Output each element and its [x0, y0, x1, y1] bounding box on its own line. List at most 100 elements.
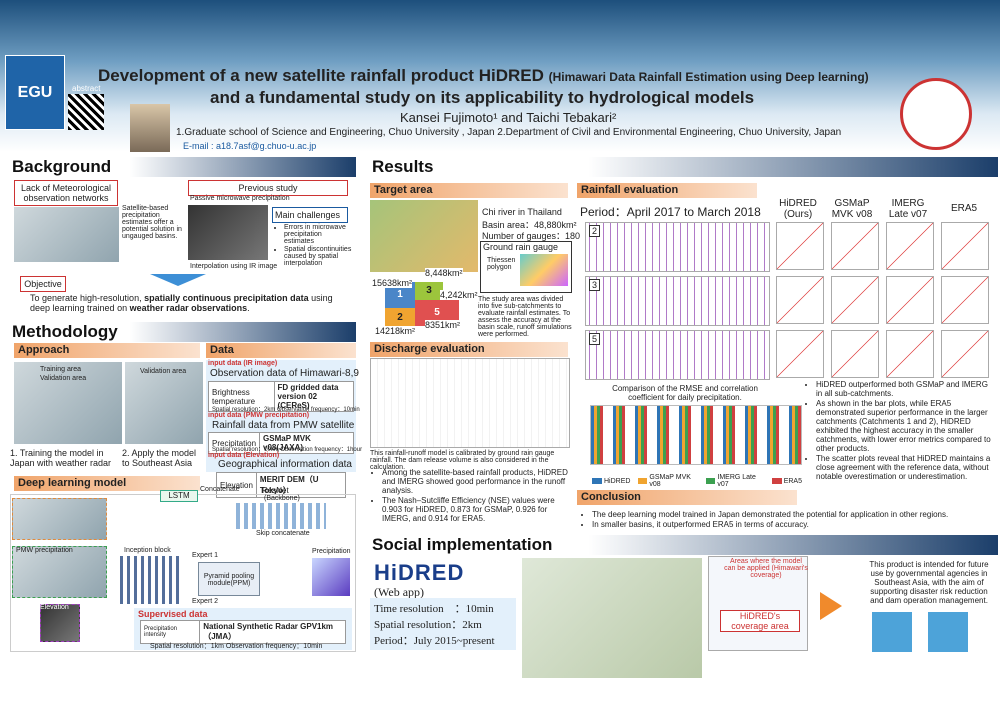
cell: Elevation [216, 472, 257, 498]
thiessen-label: Thiessen polygon [487, 257, 516, 271]
qr-code [68, 94, 104, 130]
target-text: The study area was divided into five sub… [478, 296, 572, 338]
lstm-box: LSTM [160, 490, 198, 502]
cell: GSMaP MVK v08(JAXA) [259, 432, 354, 454]
bullet: Among the satellite-based rainfall produ… [382, 468, 570, 495]
supervised-table: Precipitation intensity National Syntheti… [139, 620, 346, 644]
affiliations: 1.Graduate school of Science and Enginee… [176, 127, 842, 138]
bullet: The Nash–Sutcliffe Efficiency (NSE) valu… [382, 496, 570, 523]
area-label: 8351km² [425, 320, 461, 330]
legend-swatch [706, 478, 716, 484]
pmw-input [12, 546, 107, 598]
bullet: As shown in the bar plots, while ERA5 de… [816, 399, 994, 453]
ir-table: Brightness temperature FD gridded data ve… [208, 381, 355, 412]
section-heading: Background [8, 157, 356, 177]
ir-title: Observation data of Himawari-8,9 [210, 368, 359, 379]
webapp-screenshot [522, 558, 702, 678]
section-heading: Social implementation [368, 535, 998, 555]
scatter-plot [941, 330, 989, 378]
scatter-plot [941, 276, 989, 324]
ir-input [12, 498, 107, 540]
ir-label: input data (IR image) [208, 360, 278, 367]
section-heading: Results [368, 157, 998, 177]
arrow [820, 592, 842, 620]
title-line2: and a fundamental study on its applicabi… [210, 88, 755, 107]
scatter-plot [831, 276, 879, 324]
skip-label: Skip concatenate [256, 530, 310, 537]
sea-map [125, 362, 203, 444]
inception-label: Inception block [124, 547, 171, 554]
basin-map [370, 200, 478, 272]
previous-box: Previous study [188, 180, 348, 196]
spec: Period：July 2015~present [374, 635, 495, 647]
panel-number: 3 [589, 279, 601, 291]
scatter-plot [831, 330, 879, 378]
step: 2. Apply the model to Southeast Asia [122, 448, 197, 468]
ppm-box: Pyramid pooling module(PPM) [198, 562, 260, 596]
cell: National Synthetic Radar GPV1km（JMA） [199, 620, 346, 644]
elev-label: Elevation [40, 604, 69, 611]
hydrograph [370, 358, 570, 448]
time-series: 3 [585, 276, 770, 326]
river: Chi river in Thailand [482, 207, 562, 217]
cell: Brightness temperature [208, 381, 275, 412]
area-label: 14218km² [375, 326, 416, 336]
supervised-title: Supervised data [138, 609, 208, 619]
inception-blocks [120, 556, 180, 604]
discharge-caption: This rainfall-runoff model is calibrated… [370, 450, 555, 471]
pmw-title: Rainfall data from PMW satellite [212, 420, 355, 431]
area-label: 8,448km² [425, 268, 463, 278]
expert-label: Expert 1 [192, 552, 219, 559]
title: Development of a new satellite rainfall … [98, 66, 998, 86]
product-label: GSMaP MVK v08 [831, 198, 873, 220]
bar-plots [590, 405, 802, 465]
dam-icon [928, 612, 968, 652]
spec: Spatial resolution：2km [374, 619, 482, 631]
legend-item: GSMaP MVK v08 [638, 474, 698, 488]
concat-label: Concatenate [200, 486, 240, 493]
sub-heading: Conclusion [577, 490, 797, 505]
panel-number: 5 [589, 333, 601, 345]
email: E-mail : a18.7asf@g.chuo-u.ac.jp [183, 141, 317, 151]
area-label: 4,242km² [440, 290, 478, 300]
challenge: Errors in microwave precipitation estima… [284, 224, 352, 245]
egu-badge: EGU [5, 55, 65, 130]
scatter-panels [776, 222, 992, 382]
lack-box: Lack of Meteorological observation netwo… [14, 180, 118, 206]
thiessen-map [520, 254, 568, 286]
training-legend: Training area [40, 366, 81, 373]
pmw-label: input data (PMW precipitation) [208, 412, 310, 419]
station-map [14, 207, 119, 262]
elev-table: Elevation MERIT DEM（U Tokyo） [216, 472, 347, 498]
sub-heading: Target area [370, 183, 568, 198]
title-main: Development of a new satellite rainfall … [98, 66, 544, 85]
legend-swatch [638, 478, 648, 484]
title-paren: (Himawari Data Rainfall Estimation using… [548, 70, 869, 84]
bullet: The scatter plots reveal that HiDRED mai… [816, 454, 994, 481]
legend-label: GSMaP MVK v08 [649, 474, 691, 488]
bullet: The deep learning model trained in Japan… [592, 510, 995, 519]
sub-heading: Discharge evaluation [370, 342, 568, 357]
conclusion-list: The deep learning model trained in Japan… [580, 510, 995, 530]
scatter-plot [776, 276, 824, 324]
validation-legend: Validation area [40, 375, 87, 382]
step: 1. Training the model in Japan with weat… [10, 448, 112, 468]
legend-item: IMERG Late v07 [706, 474, 763, 488]
cell: Precipitation [207, 432, 261, 454]
pmw-table: Precipitation GSMaP MVK v08(JAXA) [207, 432, 354, 454]
challenge: Spatial discontinuities caused by spatia… [284, 246, 352, 267]
objective-part: . [247, 303, 250, 313]
interp-label: Interpolation using IR image [190, 263, 278, 270]
legend-item: ERA5 [771, 474, 802, 488]
cell: MERIT DEM（U Tokyo） [255, 472, 347, 498]
coverage-label: HiDRED's coverage area [720, 610, 800, 632]
passive-label: Passive microwave precipitation [190, 195, 290, 202]
sub-heading: Data [206, 343, 356, 358]
sub-heading: Rainfall evaluation [577, 183, 757, 198]
scatter-plot [886, 330, 934, 378]
cell: Precipitation intensity [139, 620, 201, 644]
elev-label: input data (Elevation) [208, 452, 280, 459]
bar-caption: Comparison of the RMSE and correlation c… [612, 384, 758, 402]
coverage-map [708, 556, 808, 651]
sup-res: Spatial resolution：1km Observation frequ… [150, 643, 323, 650]
